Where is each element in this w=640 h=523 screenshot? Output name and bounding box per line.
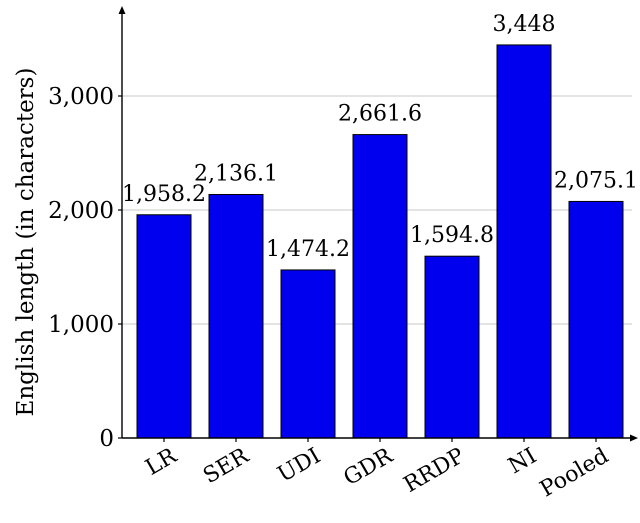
category-label: NI	[504, 444, 541, 480]
y-tick-label: 0	[99, 426, 114, 452]
y-tick-label: 3,000	[48, 84, 114, 110]
category-label: LR	[141, 443, 182, 481]
value-label: 1,474.2	[266, 237, 350, 262]
y-axis-arrow	[118, 6, 126, 14]
bar	[208, 193, 264, 439]
y-tick-label: 1,000	[48, 312, 114, 338]
category-label: RRDP	[400, 443, 469, 498]
x-axis-arrow	[630, 434, 638, 442]
value-label: 1,958.2	[122, 182, 206, 207]
value-label: 2,075.1	[554, 168, 638, 193]
axes	[118, 6, 638, 442]
bar	[424, 255, 480, 439]
category-label: GDR	[340, 443, 399, 491]
y-tick-labels: 0 1,000 2,000 3,000	[48, 84, 122, 452]
bar	[568, 200, 624, 439]
bar	[136, 214, 192, 439]
bar	[496, 44, 552, 439]
value-label: 2,136.1	[194, 161, 278, 186]
category-label: SER	[199, 443, 254, 489]
bar	[352, 134, 408, 439]
category-label: Pooled	[536, 444, 613, 503]
category-label: UDI	[274, 444, 325, 488]
bars	[136, 44, 624, 439]
value-label: 1,594.8	[410, 223, 494, 248]
value-labels: 1,958.22,136.1 1,474.2 2,661.6 1,594.8 3,448…	[122, 12, 638, 262]
value-label: 3,448	[493, 12, 556, 37]
value-label: 2,661.6	[338, 102, 422, 127]
y-axis-label: English length (in characters)	[13, 68, 39, 417]
y-tick-label: 2,000	[48, 198, 114, 224]
bar	[280, 269, 336, 439]
